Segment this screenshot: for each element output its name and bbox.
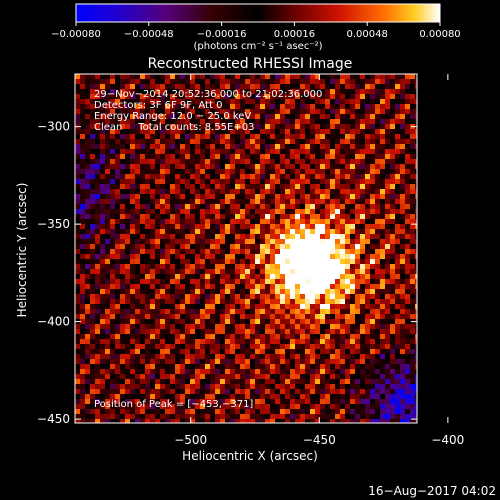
colorbar-ticks: −0.00080 −0.00048 −0.00016 0.00016 0.00048 0.…	[51, 22, 461, 40]
x-tick-label: −450	[303, 433, 336, 447]
peak-position-label: Position of Peak = [−453,−371]	[94, 399, 253, 410]
x-tick-label: −400	[431, 433, 464, 447]
annotation-time-range: 29−Nov−2014 20:52:36.000 to 21:02:36.000	[94, 89, 322, 100]
x-tick-label: −500	[174, 433, 207, 447]
colorbar-tick-label: 0.00080	[419, 29, 460, 40]
chart-title: Reconstructed RHESSI Image	[148, 56, 353, 72]
heatmap-image	[75, 74, 417, 423]
y-axis-label: Heliocentric Y (arcsec)	[15, 183, 29, 318]
colorbar	[76, 4, 440, 22]
colorbar-tick-label: −0.00048	[124, 29, 174, 40]
annotation-clean-counts: Clean Total counts: 8.55E+03	[94, 122, 254, 133]
y-tick-label: −350	[37, 217, 70, 231]
colorbar-tick-label: −0.00080	[51, 29, 101, 40]
plot-frame	[74, 73, 418, 424]
colorbar-frame	[75, 3, 441, 23]
footer-timestamp: 16−Aug−2017 04:02	[368, 484, 496, 498]
colorbar-units: (photons cm⁻² s⁻¹ asec⁻²)	[193, 41, 322, 52]
annotation-detectors: Detectors: 3F 6F 9F, Att 0	[94, 100, 222, 111]
annotation-energy-range: Energy Range: 12.0 − 25.0 keV	[94, 111, 251, 122]
colorbar-tick-label: 0.00016	[274, 29, 315, 40]
y-tick-label: −400	[37, 315, 70, 329]
x-axis-label: Heliocentric X (arcsec)	[182, 449, 318, 463]
y-tick-label: −300	[37, 120, 70, 134]
axis-ticks: −500 −450 −400 −450 −400 −350 −300	[37, 74, 464, 447]
y-tick-label: −450	[37, 412, 70, 426]
colorbar-tick-label: 0.00048	[347, 29, 388, 40]
colorbar-tick-label: −0.00016	[197, 29, 247, 40]
